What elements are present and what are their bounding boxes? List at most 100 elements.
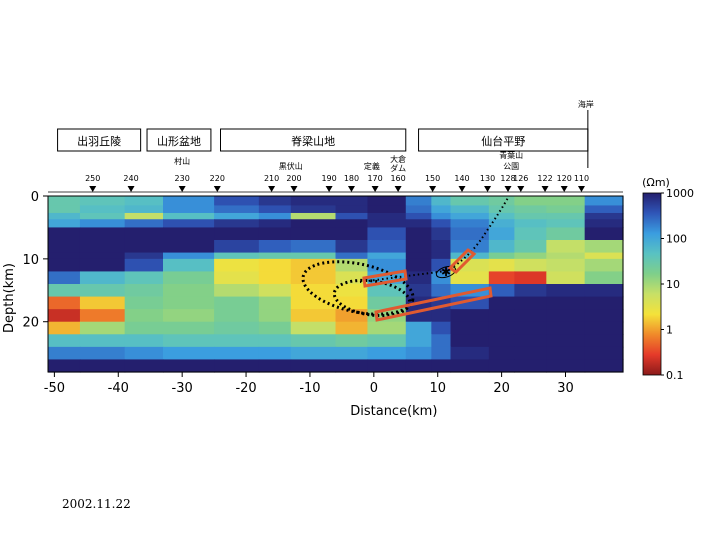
- heatmap-cell: [450, 196, 490, 207]
- heatmap-cell: [258, 334, 292, 348]
- heatmap-cell: [450, 334, 490, 348]
- heatmap-cell: [488, 240, 515, 254]
- heatmap-cell: [290, 359, 337, 373]
- x-axis-title: Distance(km): [350, 404, 437, 419]
- colorbar-bar: [642, 192, 662, 376]
- station-marker-icon: [429, 186, 437, 192]
- heatmap-cell: [546, 227, 586, 241]
- heatmap-cell: [290, 321, 337, 335]
- heatmap-cell: [546, 334, 586, 348]
- heatmap-cell: [163, 271, 215, 285]
- heatmap-cell: [367, 321, 407, 335]
- station-marker-icon: [213, 186, 221, 192]
- heatmap-cell: [124, 258, 164, 273]
- x-tick-label: 30: [557, 381, 574, 396]
- heatmap-cell: [258, 212, 292, 220]
- heatmap-cell: [214, 227, 260, 241]
- heatmap-cell: [79, 196, 126, 207]
- heatmap-cell: [48, 321, 81, 335]
- station-number: 110: [574, 174, 589, 183]
- heatmap-cell: [367, 334, 407, 348]
- heatmap-cell: [163, 359, 215, 373]
- date-label: 2002.11.22: [62, 497, 131, 511]
- heatmap-cell: [431, 240, 452, 254]
- plot-frame: [47, 195, 624, 373]
- heatmap-cell: [79, 258, 126, 273]
- heatmap-cell: [450, 271, 490, 285]
- heatmap-cell: [405, 252, 432, 260]
- heatmap-cell: [79, 252, 126, 260]
- station-number: 220: [210, 174, 225, 183]
- heatmap-cell: [48, 227, 81, 241]
- x-tick-label: -30: [172, 381, 193, 396]
- station-marker-icon: [394, 186, 402, 192]
- station-number: 240: [123, 174, 138, 183]
- heatmap-cell: [79, 240, 126, 254]
- heatmap-cell: [546, 240, 586, 254]
- heatmap-cell: [546, 196, 586, 207]
- heatmap-cell: [431, 258, 452, 273]
- region-box: [57, 128, 142, 152]
- heatmap-cell: [514, 321, 547, 335]
- place-name: 定義: [364, 161, 380, 171]
- heatmap-cell: [163, 284, 215, 298]
- station-marker-icon: [560, 186, 568, 192]
- heatmap-cell: [450, 240, 490, 254]
- heatmap-cell: [546, 284, 586, 298]
- heatmap-cell: [431, 309, 452, 323]
- heatmap-cell: [584, 271, 624, 285]
- station-marker-icon: [290, 186, 298, 192]
- heatmap-cell: [488, 227, 515, 241]
- heatmap-cell: [546, 252, 586, 260]
- station-number: 210: [264, 174, 279, 183]
- heatmap-cell: [214, 219, 260, 229]
- hypocenter-ellipse: [435, 265, 457, 279]
- heatmap-cell: [163, 296, 215, 310]
- heatmap-cell: [367, 212, 407, 220]
- heatmap-cell: [258, 309, 292, 323]
- heatmap-cell: [335, 309, 369, 323]
- heatmap-cell: [335, 219, 369, 229]
- heatmap-cell: [214, 346, 260, 361]
- heatmap-cell: [488, 296, 515, 310]
- station-number: 170: [367, 174, 382, 183]
- heatmap-cell: [48, 196, 81, 207]
- region-box: [220, 128, 407, 152]
- station-marker-icon: [541, 186, 549, 192]
- heatmap-cell: [335, 359, 369, 373]
- heatmap-cell: [124, 196, 164, 207]
- station-number: 140: [454, 174, 469, 183]
- heatmap-cell: [79, 271, 126, 285]
- heatmap-cell: [290, 227, 337, 241]
- heatmap-cell: [514, 346, 547, 361]
- heatmap-cell: [258, 359, 292, 373]
- fault-plane-shallow: [447, 248, 477, 274]
- heatmap-cell: [48, 346, 81, 361]
- heatmap-cell: [48, 271, 81, 285]
- heatmap-cell: [163, 212, 215, 220]
- station-marker-icon: [178, 186, 186, 192]
- heatmap-cell: [488, 196, 515, 207]
- region-box: [146, 128, 212, 152]
- heatmap-cell: [124, 227, 164, 241]
- heatmap-cell: [431, 212, 452, 220]
- heatmap-cell: [124, 271, 164, 285]
- heatmap-cell: [488, 205, 515, 214]
- heatmap-cell: [405, 240, 432, 254]
- heatmap-cell: [431, 284, 452, 298]
- heatmap-cell: [450, 309, 490, 323]
- heatmap-cell: [163, 321, 215, 335]
- heatmap-cell: [514, 258, 547, 273]
- heatmap-cell: [431, 321, 452, 335]
- heatmap-cell: [214, 271, 260, 285]
- heatmap-cell: [514, 296, 547, 310]
- heatmap-cell: [405, 359, 432, 373]
- heatmap-cell: [367, 359, 407, 373]
- heatmap-cell: [124, 346, 164, 361]
- heatmap-cell: [488, 334, 515, 348]
- heatmap-cell: [79, 212, 126, 220]
- heatmap-cell: [584, 258, 624, 273]
- y-tick-label: 0: [31, 190, 39, 205]
- heatmap-cell: [488, 271, 515, 285]
- heatmap-cell: [584, 334, 624, 348]
